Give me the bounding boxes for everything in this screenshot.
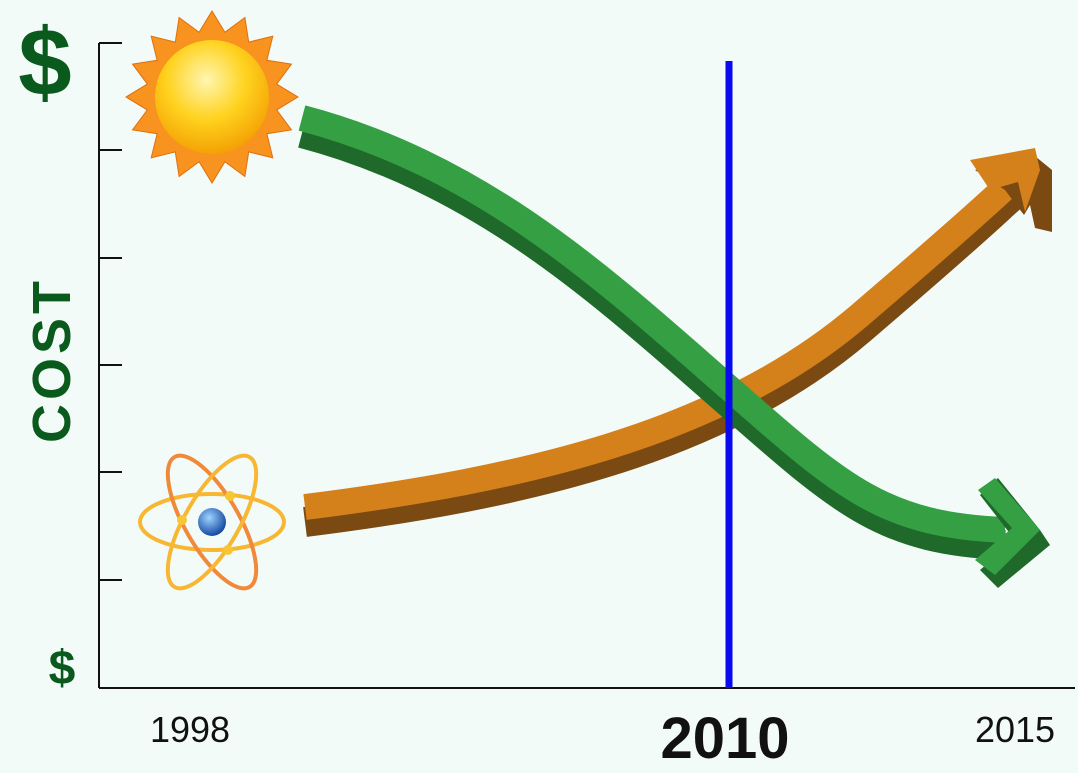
diagram: $ COST $ 1998 2010 2015 xyxy=(0,0,1078,773)
y-bottom-label: $ xyxy=(49,642,76,695)
x-label: 2015 xyxy=(975,709,1055,750)
x-label-highlight: 2010 xyxy=(660,706,789,771)
y-top-label: $ xyxy=(18,9,71,116)
x-label: 1998 xyxy=(150,709,230,750)
sun-icon xyxy=(126,11,298,183)
y-axis-title: COST xyxy=(22,277,82,443)
